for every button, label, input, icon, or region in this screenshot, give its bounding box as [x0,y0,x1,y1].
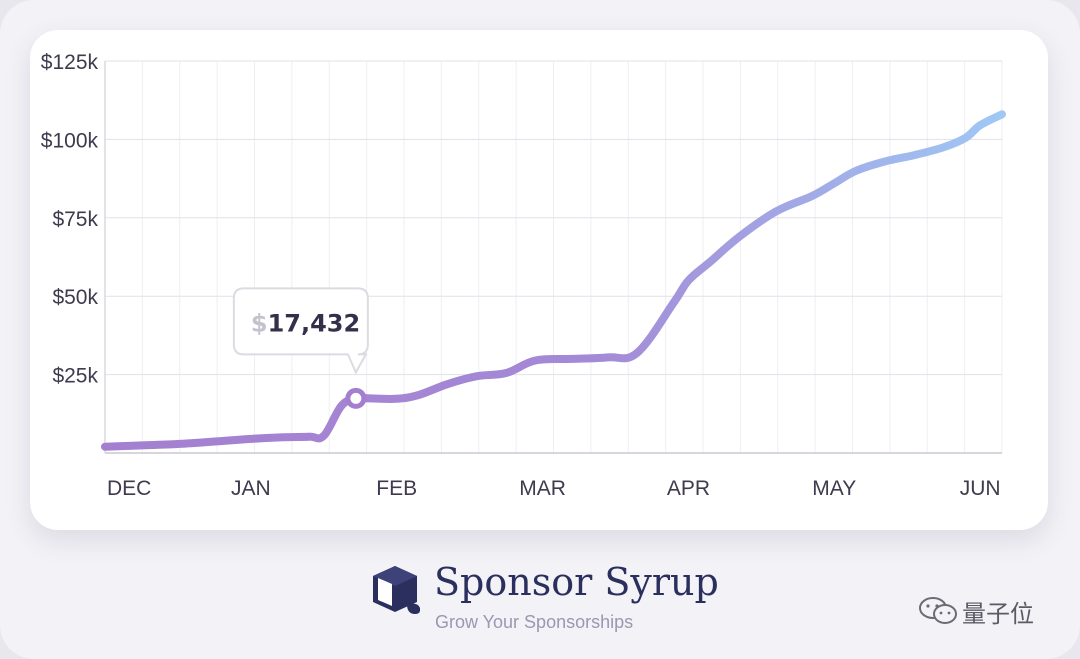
tooltip-value: $17,432 [251,309,360,337]
tooltip-box [232,287,369,375]
x-tick-label: JAN [231,477,271,500]
x-tick-label: APR [667,477,710,500]
y-axis-ticks: $125k $100k $75k $50k $25k [41,51,99,388]
y-tick-label: $75k [52,208,98,231]
x-tick-label: JUN [960,477,1001,500]
x-tick-label: MAY [812,477,856,500]
brand-tagline: Grow Your Sponsorships [435,612,634,632]
tooltip-number: 17,432 [268,309,361,337]
wechat-icon [919,597,957,624]
chart-card: $125k $100k $75k $50k $25k DEC JAN FEB MAR APR MA… [30,30,1048,530]
series-line [101,110,1006,451]
y-tick-label: $50k [52,286,98,309]
y-tick-label: $125k [41,51,99,74]
tooltip-currency: $ [251,309,268,337]
grid [104,60,1003,454]
brand: Sponsor Syrup Grow Your Sponsorships [370,560,730,642]
brand-name: Sponsor Syrup [434,560,719,604]
syrup-cube-icon [373,566,420,614]
highlight-point[interactable] [345,387,367,409]
y-tick-label: $25k [52,365,98,388]
x-axis-ticks: DEC JAN FEB MAR APR MAY JUN [107,477,1001,500]
x-tick-label: FEB [376,477,417,500]
value-tooltip: $17,432 [232,287,369,375]
watermark: 量子位 [918,592,1058,628]
y-tick-label: $100k [41,129,99,152]
x-tick-label: DEC [107,477,151,500]
line-chart: $125k $100k $75k $50k $25k DEC JAN FEB MAR APR MA… [41,51,1006,500]
x-tick-label: MAR [519,477,566,500]
watermark-text: 量子位 [962,600,1034,628]
